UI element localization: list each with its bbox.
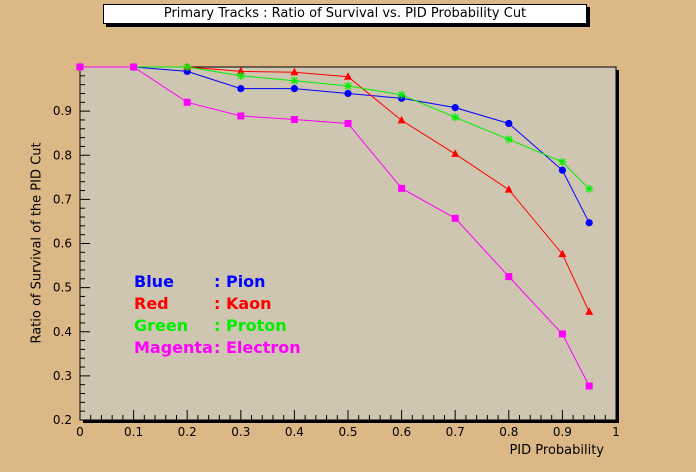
data-point-electron xyxy=(344,119,352,127)
data-point-kaon xyxy=(397,115,406,124)
legend-particle: : Electron xyxy=(214,338,301,357)
y-axis-label: Ratio of Survival of the PID Cut xyxy=(29,142,45,344)
data-point-electron xyxy=(558,330,566,338)
data-point-pion xyxy=(290,85,298,93)
legend-color-word: Magenta xyxy=(134,338,213,357)
x-tick-label: 0.7 xyxy=(446,425,465,439)
x-tick-label: 0.1 xyxy=(124,425,143,439)
y-tick-label: 0.5 xyxy=(53,281,72,295)
data-point-kaon xyxy=(344,72,352,80)
data-point-electron xyxy=(290,116,298,124)
x-tick-label: 0.3 xyxy=(231,425,250,439)
x-tick-label: 0.6 xyxy=(392,425,411,439)
data-point-electron xyxy=(130,63,138,71)
data-point-kaon xyxy=(558,249,567,258)
y-tick-label: 0.7 xyxy=(53,192,72,206)
plot-area xyxy=(79,66,617,421)
data-point-electron xyxy=(76,63,84,71)
data-point-electron xyxy=(585,382,593,390)
data-point-proton xyxy=(585,184,594,193)
y-tick-label: 0.4 xyxy=(53,325,72,339)
data-point-pion xyxy=(344,89,352,98)
y-tick-label: 0.2 xyxy=(53,413,72,427)
x-tick-label: 0.2 xyxy=(178,425,197,439)
data-point-pion xyxy=(558,166,567,174)
data-point-kaon xyxy=(585,307,594,315)
legend-particle: : Kaon xyxy=(214,294,272,313)
x-tick-label: 0 xyxy=(76,425,84,439)
data-point-pion xyxy=(237,85,245,93)
data-point-proton xyxy=(344,81,352,90)
data-point-pion xyxy=(505,119,513,128)
chart-title: Primary Tracks : Ratio of Survival vs. P… xyxy=(103,4,587,24)
data-point-electron xyxy=(237,112,245,120)
data-point-electron xyxy=(398,184,406,192)
data-point-electron xyxy=(505,273,513,281)
y-tick-label: 0.9 xyxy=(53,104,72,118)
x-axis-label: PID Probability xyxy=(509,443,604,458)
data-point-kaon xyxy=(451,149,460,157)
data-point-kaon xyxy=(504,185,513,193)
legend-particle: : Proton xyxy=(214,316,287,335)
data-point-kaon xyxy=(236,66,245,75)
data-point-proton xyxy=(183,63,192,71)
x-tick-label: 0.4 xyxy=(285,425,304,439)
x-tick-label: 0.9 xyxy=(553,425,572,439)
y-tick-label: 0.8 xyxy=(53,148,72,162)
data-point-proton xyxy=(236,71,245,80)
data-point-proton xyxy=(290,76,299,85)
data-point-electron xyxy=(183,98,191,106)
data-point-pion xyxy=(585,219,593,227)
data-point-kaon xyxy=(290,67,299,76)
x-tick-label: 0.8 xyxy=(499,425,518,439)
y-tick-label: 0.6 xyxy=(53,237,72,251)
y-tick-label: 0.3 xyxy=(53,369,72,383)
data-point-pion xyxy=(451,103,459,112)
legend-color-word: Red xyxy=(134,294,169,313)
data-point-electron xyxy=(451,214,459,222)
x-tick-label: 1 xyxy=(612,425,620,439)
data-point-proton xyxy=(504,135,513,144)
data-point-proton xyxy=(451,113,460,122)
data-point-proton xyxy=(558,157,567,166)
legend-color-word: Blue xyxy=(134,272,174,291)
legend-particle: : Pion xyxy=(214,272,266,291)
x-tick-label: 0.5 xyxy=(338,425,357,439)
data-point-proton xyxy=(397,90,406,99)
legend-color-word: Green xyxy=(134,316,188,335)
